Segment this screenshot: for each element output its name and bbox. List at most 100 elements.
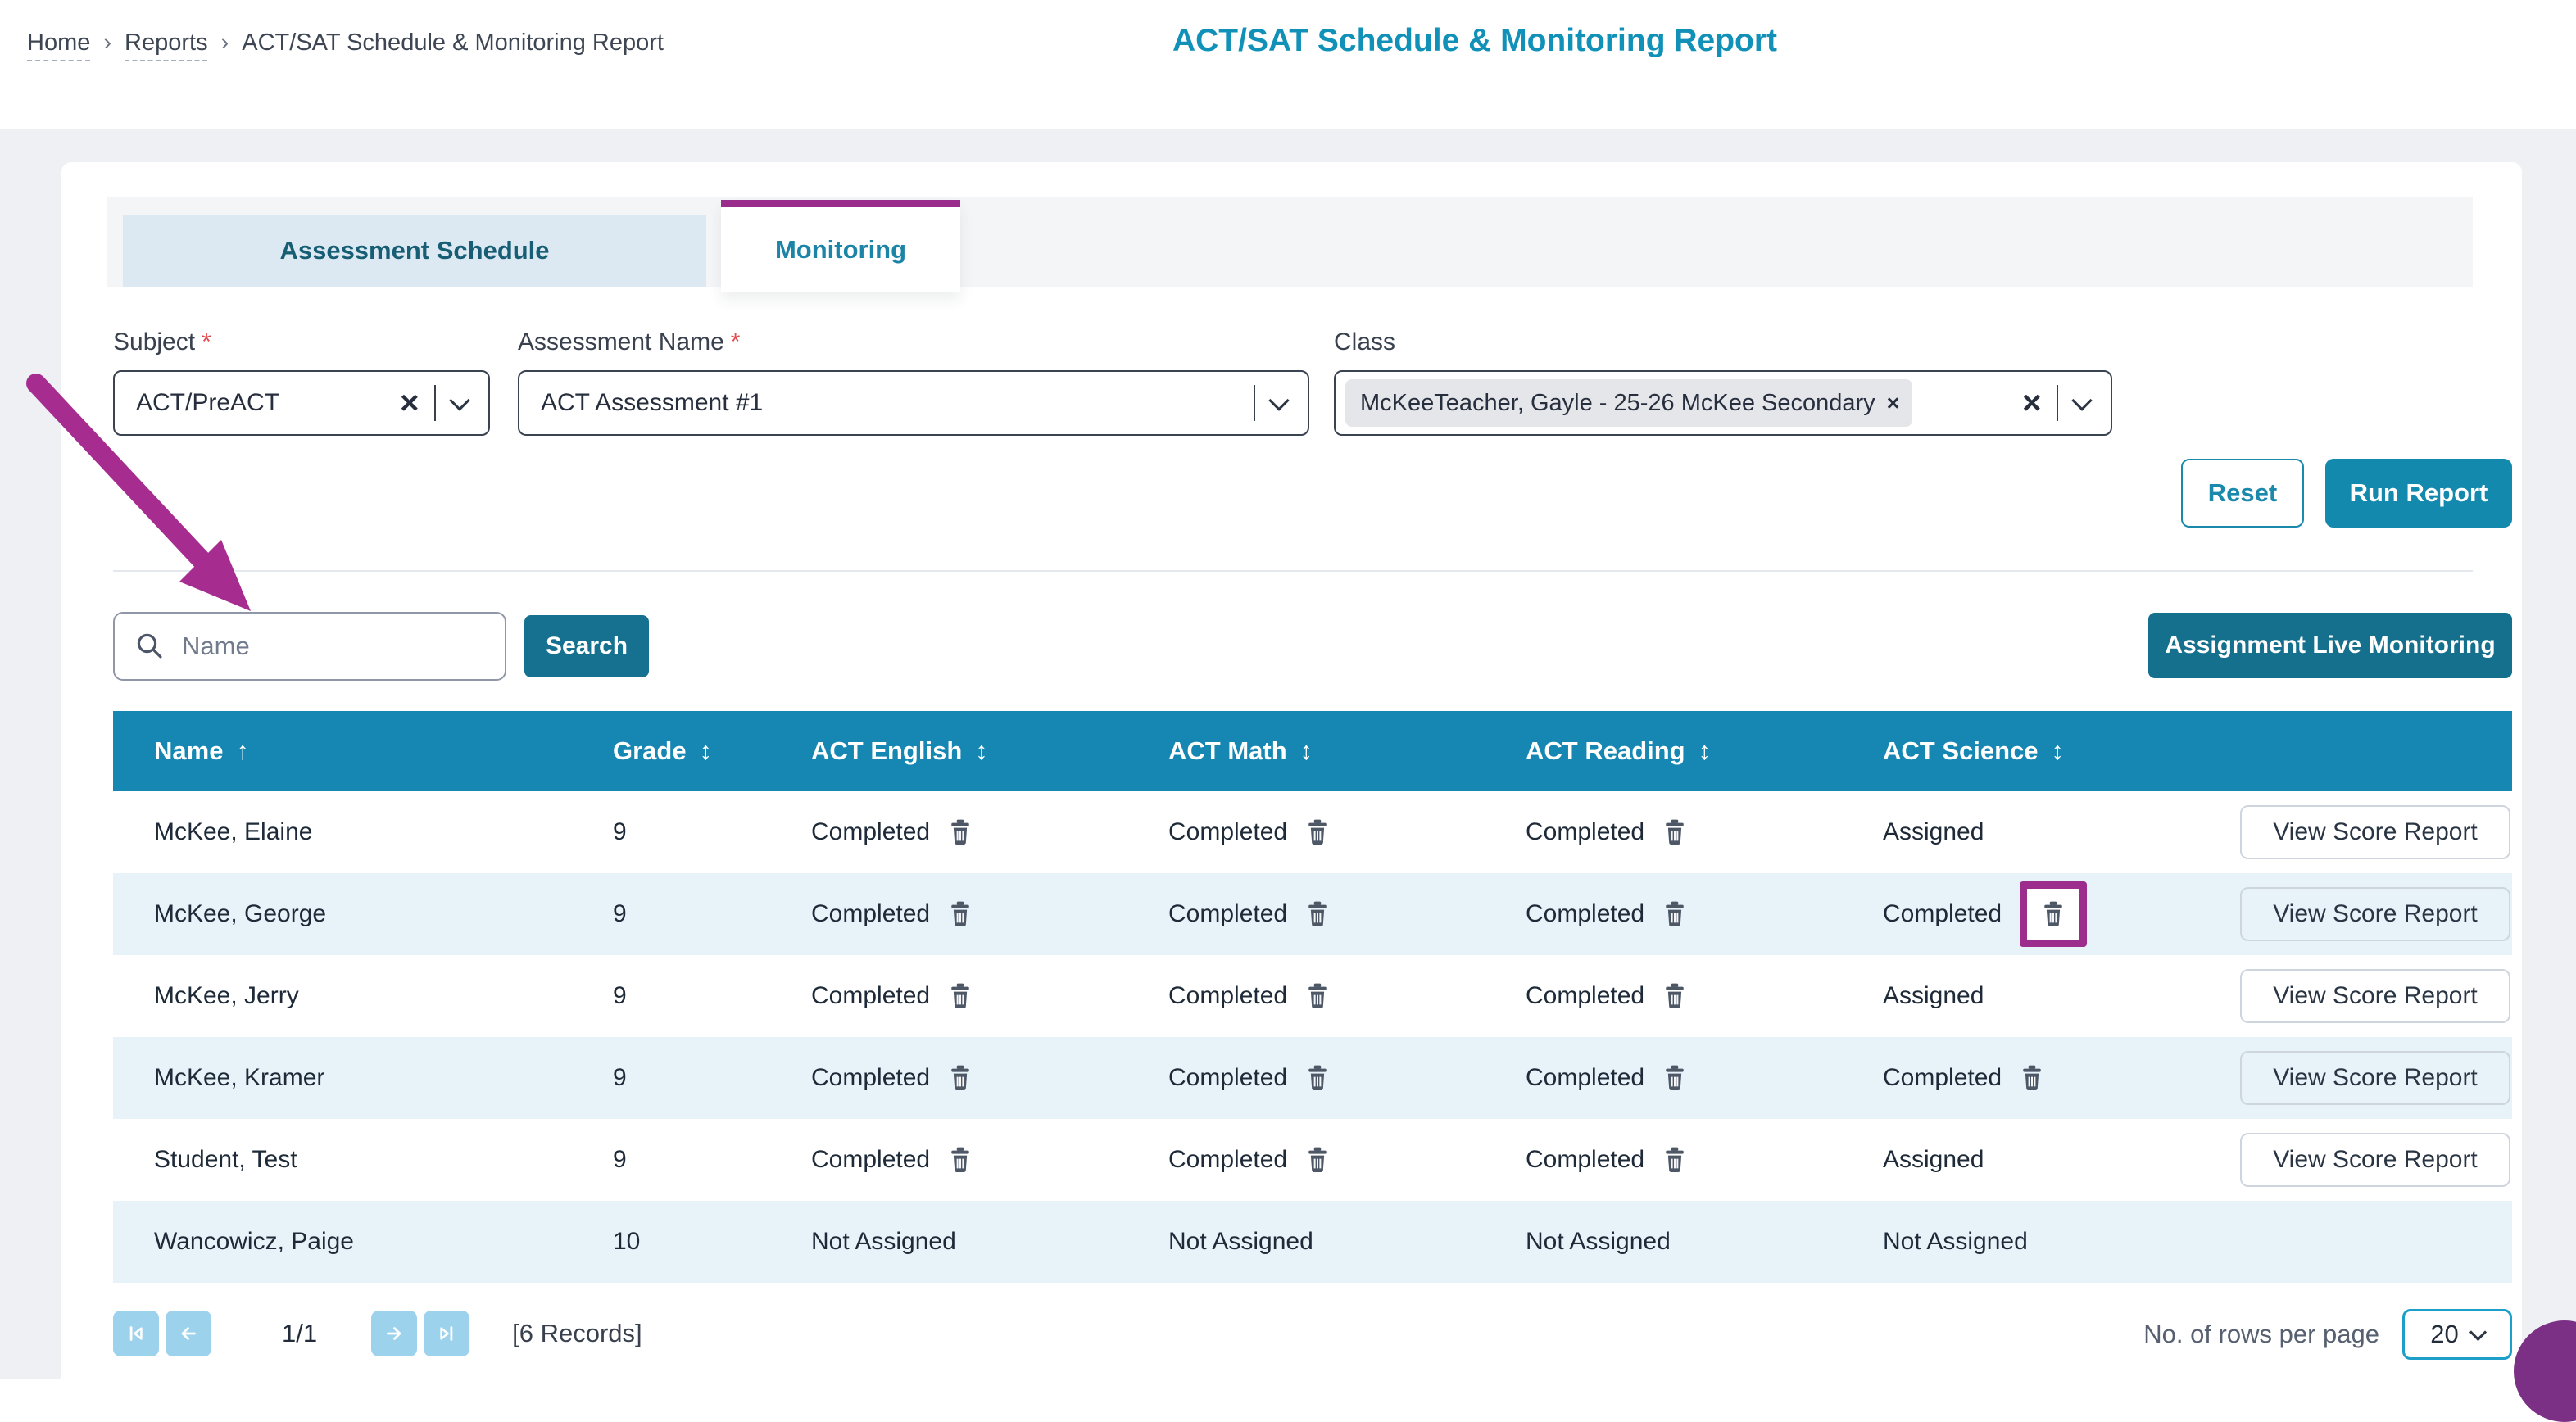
sort-icon[interactable]: ↕ [1698, 736, 1712, 766]
cell-status: Completed [1485, 1119, 1842, 1201]
cell-name: McKee, Kramer [113, 1037, 572, 1119]
cell-status: Not Assigned [770, 1201, 1127, 1283]
tab-monitoring[interactable]: Monitoring [721, 200, 960, 292]
column-header-act-science[interactable]: ACT Science↕ [1842, 711, 2199, 791]
table-row: Student, Test9CompletedCompletedComplete… [113, 1119, 2512, 1201]
delete-icon[interactable] [1662, 982, 1687, 1010]
reset-button[interactable]: Reset [2181, 459, 2304, 528]
status-text: Completed [811, 1146, 930, 1174]
delete-icon[interactable] [2020, 1064, 2044, 1092]
pagination: 1/1 [6 Records] [113, 1309, 642, 1358]
view-score-report-button[interactable]: View Score Report [2240, 1133, 2510, 1187]
delete-icon[interactable] [1662, 1146, 1687, 1174]
cell-status: Not Assigned [1127, 1201, 1485, 1283]
view-score-report-button[interactable]: View Score Report [2240, 1051, 2510, 1105]
run-report-button[interactable]: Run Report [2325, 459, 2512, 528]
cell-status: Completed [1485, 1037, 1842, 1119]
page-background: Assessment Schedule Monitoring Subject* … [0, 129, 2576, 1379]
breadcrumb-reports-link[interactable]: Reports [125, 29, 208, 57]
select-divider [1254, 385, 1256, 421]
delete-icon[interactable] [1305, 1146, 1330, 1174]
chevron-down-icon [2469, 1324, 2487, 1341]
delete-icon[interactable] [948, 900, 973, 928]
column-header-act-math[interactable]: ACT Math↕ [1127, 711, 1485, 791]
page-indicator: 1/1 [282, 1319, 317, 1348]
section-divider [113, 570, 2473, 572]
cell-status: Completed [770, 955, 1127, 1037]
chevron-down-icon[interactable] [449, 390, 469, 410]
assessment-name-label: Assessment Name* [518, 328, 740, 356]
assessment-name-select[interactable]: ACT Assessment #1 [518, 370, 1309, 436]
clear-icon[interactable]: × [2022, 387, 2041, 419]
column-header-name[interactable]: Name↑ [113, 711, 572, 791]
delete-icon[interactable] [948, 1064, 973, 1092]
delete-icon[interactable] [1662, 900, 1687, 928]
delete-icon[interactable] [1305, 900, 1330, 928]
chevron-down-icon[interactable] [1268, 390, 1289, 410]
cell-action: View Score Report [2199, 873, 2512, 955]
cell-action: View Score Report [2199, 1119, 2512, 1201]
top-bar: Home › Reports › ACT/SAT Schedule & Moni… [0, 0, 2576, 129]
status-text: Assigned [1883, 818, 1984, 846]
tab-label: Assessment Schedule [279, 236, 549, 265]
name-search-input[interactable] [180, 631, 488, 662]
chevron-down-icon[interactable] [2071, 390, 2092, 410]
sort-icon[interactable]: ↕ [975, 736, 988, 766]
breadcrumb: Home › Reports › ACT/SAT Schedule & Moni… [27, 29, 664, 57]
class-select[interactable]: McKeeTeacher, Gayle - 25-26 McKee Second… [1334, 370, 2112, 436]
column-header-act-english[interactable]: ACT English↕ [770, 711, 1127, 791]
rows-per-page: No. of rows per page 20 [2143, 1309, 2512, 1360]
assignment-live-monitoring-button[interactable]: Assignment Live Monitoring [2148, 613, 2512, 678]
cell-action: View Score Report [2199, 955, 2512, 1037]
cell-status: Completed [770, 1119, 1127, 1201]
sort-icon[interactable]: ↑ [236, 736, 249, 766]
class-chip-label: McKeeTeacher, Gayle - 25-26 McKee Second… [1360, 390, 1875, 417]
view-score-report-button[interactable]: View Score Report [2240, 887, 2510, 941]
sort-icon[interactable]: ↕ [700, 736, 713, 766]
delete-icon[interactable] [1305, 1064, 1330, 1092]
delete-icon[interactable] [948, 982, 973, 1010]
cell-action: View Score Report [2199, 791, 2512, 873]
results-table: Name↑Grade↕ACT English↕ACT Math↕ACT Read… [113, 711, 2512, 1283]
tab-strip: Assessment Schedule Monitoring [107, 197, 2473, 287]
delete-icon[interactable] [1662, 1064, 1687, 1092]
table-row: Wancowicz, Paige10Not AssignedNot Assign… [113, 1201, 2512, 1283]
search-button[interactable]: Search [524, 615, 649, 677]
breadcrumb-current: ACT/SAT Schedule & Monitoring Report [242, 29, 664, 57]
assessment-name-select-value: ACT Assessment #1 [541, 389, 1239, 417]
status-text: Completed [1526, 818, 1644, 846]
sort-icon[interactable]: ↕ [2052, 736, 2065, 766]
breadcrumb-home-link[interactable]: Home [27, 29, 90, 57]
rows-per-page-select[interactable]: 20 [2402, 1309, 2512, 1360]
delete-icon[interactable] [1305, 982, 1330, 1010]
cell-status: Assigned [1842, 791, 2199, 873]
required-asterisk: * [731, 328, 741, 356]
cell-status: Completed [1127, 1037, 1485, 1119]
rows-per-page-value: 20 [2430, 1320, 2458, 1349]
delete-icon[interactable] [1662, 818, 1687, 846]
chip-remove-icon[interactable]: × [1887, 391, 1900, 416]
content-card: Assessment Schedule Monitoring Subject* … [61, 162, 2522, 1379]
column-header-act-reading[interactable]: ACT Reading↕ [1485, 711, 1842, 791]
first-page-button[interactable] [113, 1311, 159, 1356]
tab-assessment-schedule[interactable]: Assessment Schedule [123, 215, 706, 287]
clear-icon[interactable]: × [400, 387, 419, 419]
subject-select[interactable]: ACT/PreACT × [113, 370, 490, 436]
select-divider [434, 385, 437, 421]
delete-icon[interactable] [1305, 818, 1330, 846]
view-score-report-button[interactable]: View Score Report [2240, 969, 2510, 1023]
previous-page-button[interactable] [166, 1311, 211, 1356]
last-page-button[interactable] [424, 1311, 469, 1356]
column-header-grade[interactable]: Grade↕ [572, 711, 770, 791]
column-header-actions [2199, 711, 2512, 791]
delete-icon[interactable] [948, 1146, 973, 1174]
delete-icon[interactable] [948, 818, 973, 846]
delete-icon[interactable] [2041, 900, 2066, 928]
select-divider [2057, 385, 2059, 421]
class-label: Class [1334, 328, 1395, 356]
sort-icon[interactable]: ↕ [1300, 736, 1313, 766]
next-page-button[interactable] [371, 1311, 417, 1356]
view-score-report-button[interactable]: View Score Report [2240, 805, 2510, 859]
status-text: Completed [1526, 900, 1644, 928]
cell-status: Completed [770, 873, 1127, 955]
